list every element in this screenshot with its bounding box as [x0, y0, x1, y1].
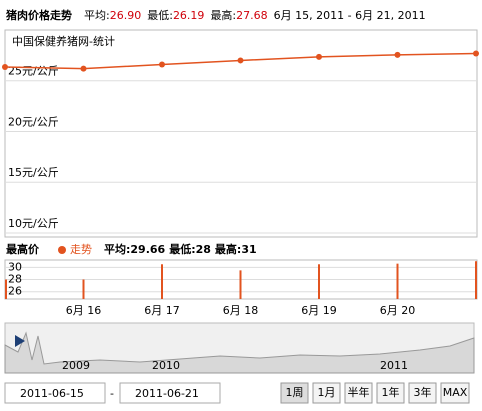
price-point	[316, 53, 322, 60]
y-tick-label: 28	[8, 273, 22, 286]
stat-label: 平均:	[104, 242, 130, 256]
bar	[396, 263, 399, 299]
avg-label: 平均:	[84, 9, 110, 22]
stat-value: 28	[196, 243, 211, 256]
legend-marker	[58, 246, 66, 254]
range-button[interactable]	[408, 382, 437, 404]
range-button-label: 半年	[348, 385, 370, 399]
navigator-label: 2009	[62, 359, 90, 372]
x-tick-label: 6月 17	[144, 304, 180, 317]
stat-value: 31	[241, 243, 256, 256]
title: 猪肉价格走势	[5, 8, 72, 22]
bar	[318, 264, 320, 299]
legend-label: 走势	[70, 243, 92, 256]
range-button-label: 1周	[286, 386, 304, 399]
main-panel	[4, 29, 478, 238]
separator: -	[110, 387, 114, 400]
stat-label: 最低:	[169, 242, 195, 256]
range-button-label: 1年	[382, 385, 400, 399]
play-icon[interactable]	[15, 335, 25, 347]
x-tick-label: 6月 18	[223, 304, 259, 317]
y-tick-label: 30	[8, 260, 22, 273]
range-button-label: 1月	[318, 386, 336, 399]
bar	[161, 264, 163, 299]
max: 27.68	[236, 9, 268, 22]
y-tick-label: 20元/公斤	[8, 115, 59, 128]
date-range: 6月 15, 2011 - 6月 21, 2011	[274, 9, 426, 22]
y-tick-label: 26	[8, 285, 22, 298]
source: 中国保健养猪网-统计	[12, 34, 115, 48]
end-date: 2011-06-21	[135, 387, 199, 400]
x-tick-label: 6月 20	[380, 304, 416, 317]
header-stats: 平均:26.90 最低:26.19 最高:27.68 6月 15, 2011 - 6月…	[84, 8, 426, 22]
bar	[239, 270, 242, 299]
y-tick-label: 15元/公斤	[8, 166, 59, 179]
price-point	[80, 65, 87, 72]
y-tick-label: 10元/公斤	[8, 217, 59, 230]
min: 26.19	[173, 9, 205, 22]
range-button[interactable]	[376, 382, 405, 404]
bar-stats: 平均:29.66 最低:28 最高:31	[104, 242, 257, 256]
price-point	[394, 51, 401, 58]
stat-label: 最高:	[215, 242, 241, 256]
max-label: 最高:	[210, 8, 236, 22]
end-input[interactable]	[119, 382, 221, 404]
start-date: 2011-06-15	[20, 387, 84, 400]
range-button[interactable]	[280, 382, 309, 404]
price-point	[2, 64, 8, 71]
bar-title: 最高价	[6, 242, 40, 256]
range-button-label: 3年	[414, 385, 432, 399]
price-point	[159, 61, 165, 68]
bar	[82, 279, 85, 299]
x-tick-label: 6月 19	[301, 304, 337, 317]
range-button-label: MAX	[443, 386, 468, 399]
min-label: 最低:	[147, 9, 173, 22]
price-point	[473, 50, 479, 57]
price-point	[237, 57, 244, 64]
navigator-label: 2011	[380, 359, 408, 372]
navigator-label: 2010	[152, 359, 180, 372]
stat-value: 29.66	[130, 243, 165, 256]
avg: 26.90	[110, 9, 142, 22]
x-tick-label: 6月 16	[66, 304, 102, 317]
range-button[interactable]	[312, 382, 341, 404]
range-button[interactable]	[344, 382, 373, 404]
range-button[interactable]	[440, 382, 470, 404]
start-input[interactable]	[4, 382, 106, 404]
navigator-area	[4, 331, 475, 374]
bar	[475, 261, 477, 299]
bar	[5, 279, 7, 299]
